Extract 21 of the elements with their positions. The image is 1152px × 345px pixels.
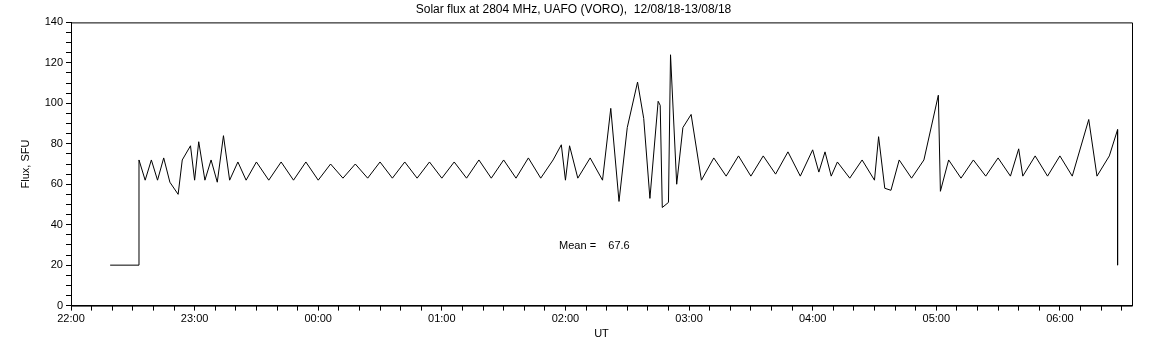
x-tick-label: 00:00 [304, 312, 332, 325]
y-tick-label: 40 [50, 217, 63, 230]
x-tick-label: 06:00 [1046, 312, 1074, 325]
x-tick-label: 05:00 [922, 312, 951, 325]
chart-title: Solar flux at 2804 MHz, UAFO (VORO), 12/08/18-13/08/18 [415, 1, 732, 16]
y-tick-label: 120 [44, 55, 63, 68]
x-tick-label: 22:00 [57, 312, 85, 325]
y-tick-label: 140 [44, 15, 63, 28]
x-tick-label: 04:00 [798, 312, 827, 325]
annotation: Mean = 67.6 [559, 239, 630, 252]
y-tick-label: 0 [56, 298, 63, 311]
y-tick-label: 100 [44, 96, 63, 109]
x-tick-label: 01:00 [428, 312, 456, 325]
y-tick-label: 60 [50, 177, 63, 190]
y-axis-title: Flux, SFU [18, 139, 31, 189]
x-tick-label: 03:00 [675, 312, 703, 325]
x-tick-label: 23:00 [180, 312, 209, 325]
y-tick-label: 80 [50, 136, 63, 149]
y-tick-label: 20 [50, 258, 63, 271]
x-axis-title: UT [594, 327, 610, 340]
x-tick-label: 02:00 [551, 312, 580, 325]
